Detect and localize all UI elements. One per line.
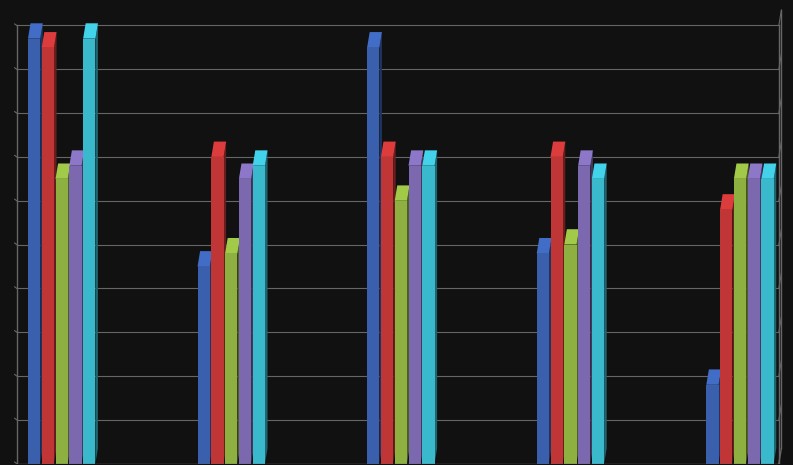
Polygon shape (577, 229, 579, 464)
Polygon shape (565, 229, 579, 245)
Bar (761, 179, 774, 464)
Polygon shape (42, 32, 56, 47)
Bar (42, 47, 54, 464)
Polygon shape (224, 141, 226, 464)
Polygon shape (720, 194, 735, 210)
Polygon shape (95, 23, 98, 464)
Bar (748, 179, 760, 464)
Polygon shape (421, 150, 423, 464)
Polygon shape (197, 251, 213, 266)
Polygon shape (407, 186, 409, 464)
Bar (367, 47, 379, 464)
Polygon shape (395, 186, 409, 201)
Bar (56, 179, 67, 464)
Polygon shape (549, 238, 551, 464)
Polygon shape (56, 164, 71, 179)
Polygon shape (537, 238, 551, 253)
Polygon shape (211, 141, 226, 157)
Polygon shape (367, 32, 382, 47)
Polygon shape (578, 150, 593, 166)
Polygon shape (563, 141, 565, 464)
Polygon shape (592, 164, 607, 179)
Bar (69, 166, 82, 464)
Polygon shape (760, 164, 763, 464)
Polygon shape (69, 150, 84, 166)
Bar (565, 245, 577, 464)
Polygon shape (604, 164, 607, 464)
Bar (707, 385, 718, 464)
Bar (592, 179, 604, 464)
Bar (197, 266, 210, 464)
Polygon shape (225, 238, 240, 253)
Bar (83, 39, 95, 464)
Bar (720, 210, 733, 464)
Polygon shape (83, 23, 98, 39)
Bar (239, 179, 251, 464)
Bar (408, 166, 421, 464)
Polygon shape (707, 369, 721, 385)
Polygon shape (381, 141, 396, 157)
Polygon shape (251, 164, 254, 464)
Polygon shape (28, 23, 43, 39)
Polygon shape (408, 150, 423, 166)
Polygon shape (82, 150, 84, 464)
Polygon shape (237, 238, 240, 464)
Polygon shape (239, 164, 254, 179)
Polygon shape (54, 32, 56, 464)
Bar (423, 166, 435, 464)
Polygon shape (734, 164, 749, 179)
Bar (734, 179, 746, 464)
Polygon shape (435, 150, 437, 464)
Polygon shape (265, 150, 267, 464)
Bar (225, 253, 237, 464)
Bar (550, 157, 563, 464)
Bar (253, 166, 265, 464)
Polygon shape (67, 164, 71, 464)
Polygon shape (253, 150, 267, 166)
Polygon shape (210, 251, 213, 464)
Bar (578, 166, 590, 464)
Polygon shape (718, 369, 721, 464)
Polygon shape (379, 32, 382, 464)
Bar (211, 157, 224, 464)
Bar (537, 253, 549, 464)
Polygon shape (590, 150, 593, 464)
Bar (395, 201, 407, 464)
Polygon shape (733, 194, 735, 464)
Polygon shape (393, 141, 396, 464)
Bar (28, 39, 40, 464)
Polygon shape (746, 164, 749, 464)
Polygon shape (423, 150, 437, 166)
Polygon shape (40, 23, 43, 464)
Polygon shape (748, 164, 763, 179)
Polygon shape (761, 164, 776, 179)
Polygon shape (550, 141, 565, 157)
Polygon shape (774, 164, 776, 464)
Bar (381, 157, 393, 464)
